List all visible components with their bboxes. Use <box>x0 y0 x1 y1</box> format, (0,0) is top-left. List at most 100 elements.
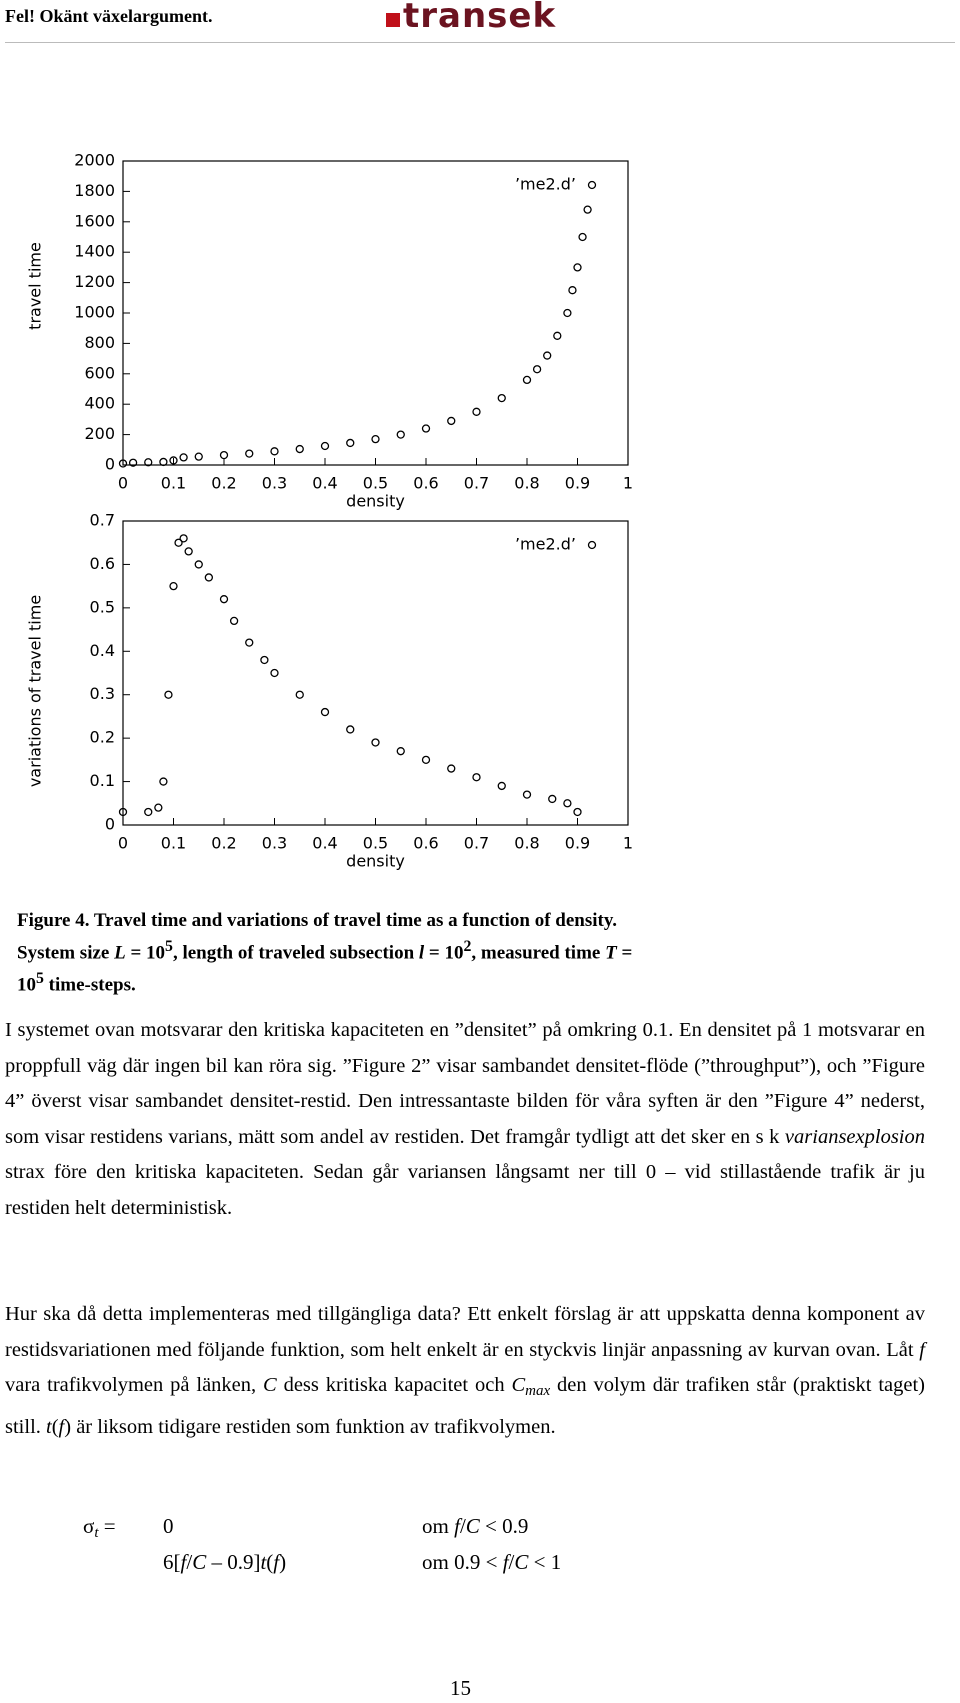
text: den volym där trafiken står (praktiskt t… <box>5 1374 925 1438</box>
scatter-point <box>164 690 173 699</box>
scatter-point <box>144 807 153 817</box>
x-tick-label: 0.4 <box>312 834 337 853</box>
caption-text: l <box>418 942 425 964</box>
scatter-point <box>563 308 572 318</box>
y-tick-label: 400 <box>84 394 115 413</box>
x-tick-label: 1 <box>623 834 633 853</box>
scatter-point <box>371 738 380 747</box>
scatter-point <box>204 573 214 582</box>
scatter-point <box>194 452 203 461</box>
text: C <box>514 1550 529 1574</box>
scatter-point <box>154 803 163 812</box>
caption-text: 2 <box>463 938 472 955</box>
scatter-point <box>447 416 456 426</box>
x-tick-label: 0.9 <box>565 474 590 493</box>
text: dess kritiska kapacitet och <box>276 1374 512 1396</box>
scatter-point <box>578 232 587 242</box>
y-tick-label: 200 <box>84 424 115 443</box>
y-axis-label: travel time <box>26 242 45 330</box>
scatter-point <box>396 747 405 756</box>
y-tick-label: 0.5 <box>90 597 115 616</box>
x-tick-label: 1 <box>623 474 633 493</box>
text: f <box>58 1415 65 1438</box>
scatter-point <box>573 807 582 817</box>
formula-cond: om 0.9 < f/C < 1 <box>422 1550 561 1575</box>
scatter-point <box>295 444 304 454</box>
paragraph: Hur ska då detta implementeras med tillg… <box>5 1297 925 1445</box>
plot-frame <box>122 520 629 826</box>
logo: transek <box>386 0 556 36</box>
scatter-point <box>118 459 128 468</box>
scatter-point <box>371 435 380 444</box>
text: = <box>98 1514 116 1538</box>
legend-label: ’me2.d’ <box>515 175 576 194</box>
x-tick-label: 0 <box>118 834 128 853</box>
x-tick-label: 0.4 <box>312 474 337 493</box>
legend-label: ’me2.d’ <box>515 535 576 554</box>
x-tick-label: 0.6 <box>413 834 438 853</box>
text: / <box>186 1550 193 1574</box>
scatter-point <box>583 205 592 214</box>
text: C <box>511 1374 526 1396</box>
scatter-point <box>128 458 138 467</box>
caption-text: 5 <box>165 938 173 955</box>
y-tick-label: 800 <box>84 333 115 352</box>
scatter-point <box>563 799 572 808</box>
text: f <box>454 1514 460 1538</box>
scatter-point <box>472 773 481 782</box>
text: t <box>94 1525 99 1541</box>
text: f <box>502 1550 509 1574</box>
formula-expr: 6[f/C – 0.9]t(f) <box>163 1550 286 1575</box>
text: < 0.9 <box>479 1514 529 1538</box>
caption-label: Figure 4. <box>17 910 90 931</box>
text: σ <box>83 1514 95 1538</box>
figure-caption: Figure 4. Travel time and variations of … <box>17 908 657 999</box>
text: t <box>260 1550 267 1574</box>
text: f <box>919 1338 925 1361</box>
caption-text: time-steps. <box>43 974 136 996</box>
legend-marker <box>587 180 597 190</box>
x-axis-label: density <box>346 852 405 871</box>
text: ) är liksom tidigare restiden som funkti… <box>64 1415 556 1438</box>
caption-text: = 10 <box>17 942 633 996</box>
text: ( <box>266 1550 274 1574</box>
scatter-point <box>144 458 153 467</box>
scatter-point <box>179 534 188 543</box>
scatter-point <box>553 331 562 340</box>
text: I systemet ovan motsvarar den kritiska k… <box>5 1019 925 1148</box>
scatter-point <box>219 595 229 604</box>
x-tick-label: 0.7 <box>464 474 489 493</box>
scatter-point <box>421 755 431 765</box>
formula-lhs: σt = <box>83 1514 116 1542</box>
text: strax före den kritiska kapaciteten. Sed… <box>5 1161 925 1219</box>
scatter-point <box>532 365 542 374</box>
scatter-point <box>245 638 254 647</box>
x-tick-label: 0.7 <box>464 834 489 853</box>
x-tick-label: 0.3 <box>262 834 287 853</box>
text: f <box>180 1550 187 1574</box>
x-tick-label: 0.5 <box>363 474 388 493</box>
header-rule <box>5 42 955 43</box>
scatter-point <box>497 393 506 403</box>
scatter-point <box>159 777 168 786</box>
y-tick-label: 0 <box>105 455 115 474</box>
x-axis-label: density <box>346 492 405 511</box>
y-tick-label: 1400 <box>74 242 115 261</box>
scatter-point <box>346 725 355 734</box>
scatter-point <box>159 457 168 467</box>
text: ) <box>279 1550 287 1574</box>
scatter-point <box>522 375 532 385</box>
x-tick-label: 0.8 <box>514 474 539 493</box>
caption-text: Travel time and variations of travel tim… <box>17 910 618 964</box>
x-tick-label: 0 <box>118 474 128 493</box>
y-tick-label: 0.2 <box>90 728 115 747</box>
formula-cond: om f/C < 0.9 <box>422 1514 528 1539</box>
scatter-point <box>245 449 254 458</box>
scatter-point <box>260 655 269 665</box>
page-number: 15 <box>450 1676 471 1700</box>
text: – 0.9] <box>206 1550 261 1574</box>
plot-frame <box>122 160 629 466</box>
text: < 1 <box>528 1550 562 1574</box>
y-tick-label: 1000 <box>74 303 115 322</box>
